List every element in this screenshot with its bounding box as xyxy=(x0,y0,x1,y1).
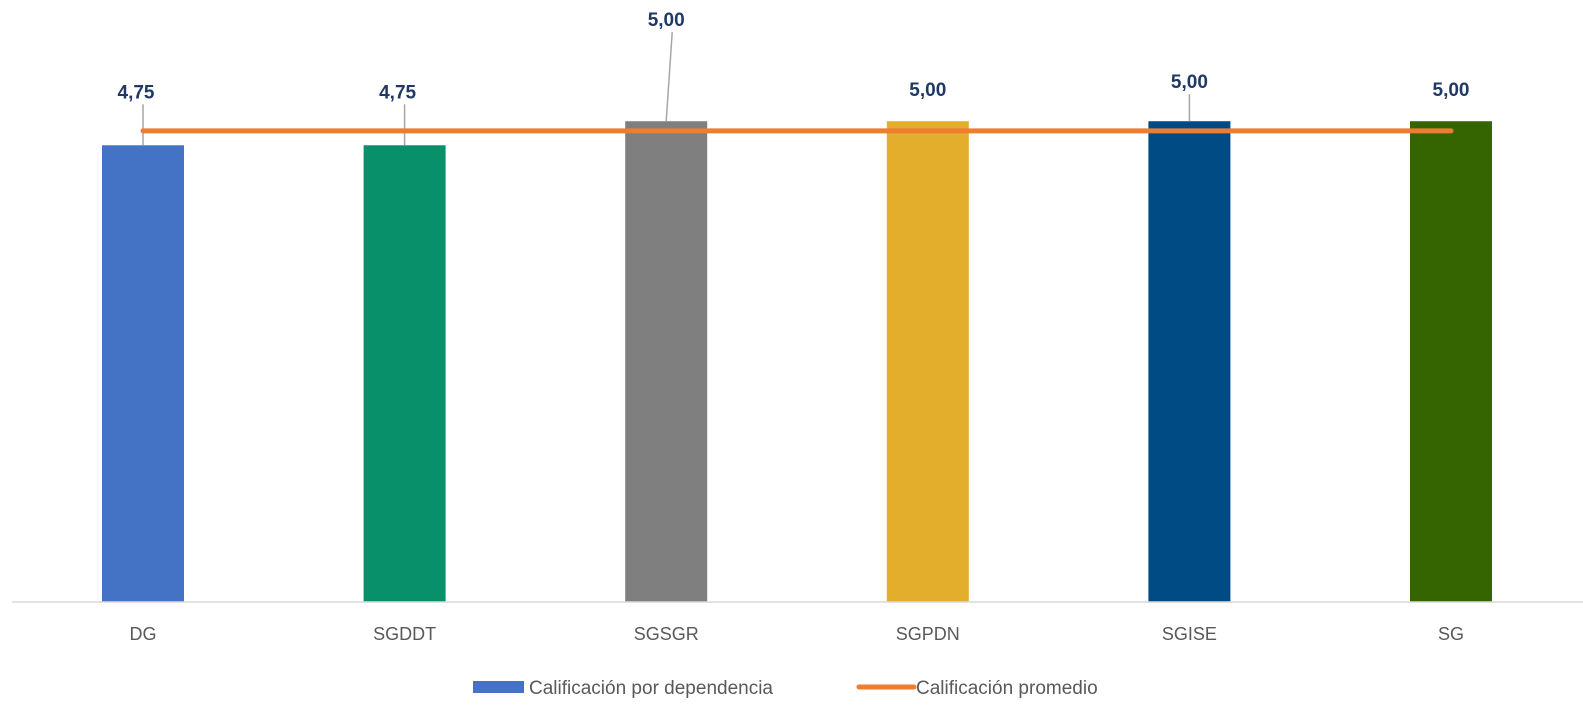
bar-sg xyxy=(1410,121,1492,602)
data-label-sgise: 5,00 xyxy=(1171,72,1208,93)
bars-layer xyxy=(102,121,1492,602)
data-label-sg: 5,00 xyxy=(1433,80,1470,101)
data-label-dg: 4,75 xyxy=(118,82,155,103)
leader-line-sgsgr xyxy=(665,32,673,122)
legend-label-bars: Calificación por dependencia xyxy=(529,678,773,699)
bar-sgddt xyxy=(363,145,446,602)
x-tick-sgpdn: SGPDN xyxy=(896,624,960,644)
x-tick-sgise: SGISE xyxy=(1162,624,1217,644)
x-tick-sgddt: SGDDT xyxy=(373,624,436,644)
legend: Calificación por dependencia Calificació… xyxy=(473,678,1098,699)
bar-sgpdn xyxy=(886,121,969,602)
data-label-sgddt: 4,75 xyxy=(379,82,416,103)
legend-label-line: Calificación promedio xyxy=(916,678,1098,699)
data-label-sgsgr: 5,00 xyxy=(648,10,685,31)
label-leader-lines-layer xyxy=(142,32,1191,146)
bar-dg xyxy=(102,145,184,602)
x-tick-labels-layer: DG SGDDT SGSGR SGPDN SGISE SG xyxy=(130,624,1465,644)
bar-sgsgr xyxy=(625,121,708,602)
data-labels-layer: 4,75 4,75 5,00 5,00 5,00 5,00 xyxy=(118,10,1470,103)
bar-sgise xyxy=(1148,121,1231,602)
x-tick-sg: SG xyxy=(1438,624,1464,644)
x-tick-dg: DG xyxy=(130,624,157,644)
legend-swatch-bars xyxy=(473,681,524,693)
x-tick-sgsgr: SGSGR xyxy=(634,624,699,644)
data-label-sgpdn: 5,00 xyxy=(909,80,946,101)
